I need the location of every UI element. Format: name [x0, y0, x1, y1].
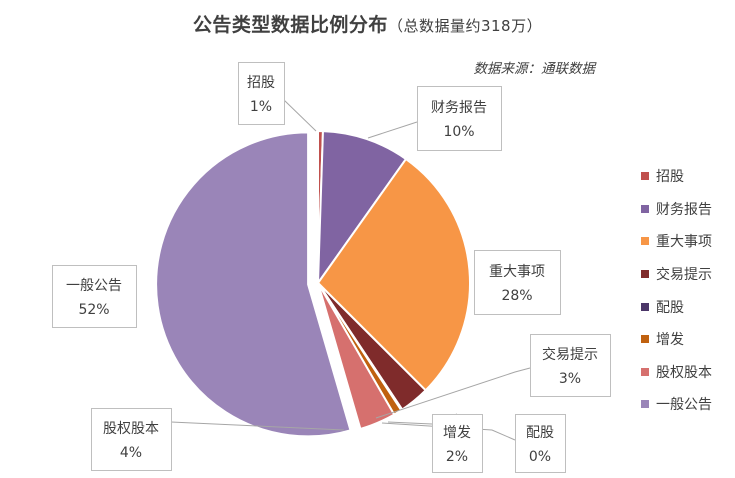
data-label-category: 财务报告 — [431, 100, 487, 116]
legend-item: 配股 — [641, 290, 733, 323]
legend-swatch — [641, 302, 649, 311]
data-label-category: 一般公告 — [66, 278, 122, 294]
chart-title: 公告类型数据比例分布（总数据量约318万） — [0, 10, 735, 37]
legend-swatch — [641, 204, 649, 213]
legend-item: 重大事项 — [641, 225, 733, 258]
data-label-value: 3% — [559, 371, 581, 387]
data-label-value: 10% — [443, 124, 474, 140]
data-label-box-4 — [530, 334, 611, 397]
leader-line-1 — [283, 99, 317, 132]
data-labels: 招股 1% 财务报告 10% 重大事项 28% 交易提示 3% 配股 0% 增发 2% 股权股本 4% 一般… — [52, 62, 611, 473]
data-label-box-2 — [417, 86, 502, 151]
data-label-category: 股权股本 — [103, 421, 159, 437]
pie-slice-2 — [316, 130, 408, 287]
leader-line-4 — [375, 367, 531, 419]
data-label-box-5 — [515, 414, 566, 473]
legend-swatch — [641, 172, 649, 181]
legend-label: 招股 — [656, 169, 684, 186]
data-label-category: 配股 — [526, 425, 554, 441]
legend-swatch — [641, 335, 649, 344]
pie-slices — [155, 129, 471, 438]
legend-label: 一般公告 — [656, 397, 712, 414]
pie-slice-3 — [316, 157, 471, 392]
data-label-box-1 — [238, 62, 285, 125]
chart-title-main: 公告类型数据比例分布 — [192, 14, 388, 36]
data-label-category: 交易提示 — [542, 346, 598, 363]
legend-swatch — [641, 237, 649, 246]
data-label-value: 1% — [250, 99, 272, 115]
legend-label: 重大事项 — [656, 234, 712, 251]
chart-title-sub: （总数据量约318万） — [387, 17, 543, 35]
data-label-value: 2% — [446, 449, 468, 465]
data-label-category: 增发 — [443, 425, 471, 441]
data-label-box-6 — [432, 414, 483, 473]
legend-label: 交易提示 — [656, 267, 712, 284]
data-label-category: 重大事项 — [489, 264, 545, 280]
data-label-box-7 — [91, 408, 172, 471]
data-source-note: 数据来源：通联数据 — [473, 61, 596, 77]
legend-label: 增发 — [656, 332, 684, 349]
data-label-value: 28% — [501, 288, 532, 304]
legend-item: 招股 — [641, 160, 733, 193]
legend-swatch — [641, 400, 649, 409]
data-label-box-8 — [52, 265, 137, 328]
leader-line-5 — [381, 422, 516, 441]
legend-swatch — [641, 367, 649, 376]
legend-item: 增发 — [641, 323, 733, 356]
data-label-value: 52% — [78, 302, 109, 318]
leader-line-7 — [170, 421, 345, 431]
legend-item: 交易提示 — [641, 258, 733, 291]
legend-swatch — [641, 270, 649, 279]
data-label-value: 4% — [120, 445, 142, 461]
data-label-box-3 — [474, 250, 561, 315]
legend-item: 股权股本 — [641, 356, 733, 389]
legend-label: 财务报告 — [656, 201, 712, 218]
legend-label: 股权股本 — [656, 364, 712, 381]
legend: 招股财务报告重大事项交易提示配股增发股权股本一般公告 — [641, 160, 733, 421]
legend-label: 配股 — [656, 299, 684, 316]
pie-slice-7 — [317, 282, 396, 431]
data-label-category: 招股 — [247, 75, 275, 91]
legend-item: 财务报告 — [641, 193, 733, 226]
data-label-value: 0% — [529, 449, 551, 465]
legend-item: 一般公告 — [641, 388, 733, 421]
leader-line-2 — [367, 121, 418, 139]
pie-slice-8 — [155, 131, 352, 438]
